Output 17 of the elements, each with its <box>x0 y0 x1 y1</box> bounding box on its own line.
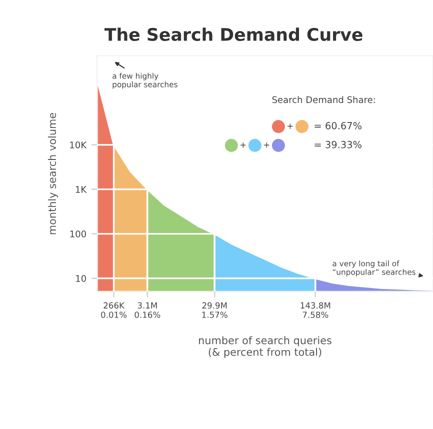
x-tick-label: 143.8M 7.58% <box>300 302 330 318</box>
y-tick-label: 10K <box>70 142 87 148</box>
y-tick-label: 100 <box>70 230 86 238</box>
annotation: + <box>264 142 270 148</box>
annotation: Search Demand Share: <box>272 96 375 104</box>
chart-title: The Search Demand Curve <box>104 28 362 41</box>
y-tick-label: 1K <box>76 186 87 193</box>
x-axis-title: number of search queries (& percent from total) <box>199 336 332 358</box>
annotation: = 60.67% <box>314 122 362 130</box>
annotation: + <box>288 124 293 129</box>
x-tick-label: 266K 0.01% <box>101 302 127 318</box>
y-axis-title: monthly search volume <box>48 112 58 234</box>
x-tick-label: 29.9M 1.57% <box>202 302 228 318</box>
x-tick-label: 3.1M 0.16% <box>134 302 160 318</box>
y-tick-label: 10 <box>76 275 86 282</box>
annotation: = 39.33% <box>314 140 362 148</box>
annotation: + <box>240 142 246 148</box>
